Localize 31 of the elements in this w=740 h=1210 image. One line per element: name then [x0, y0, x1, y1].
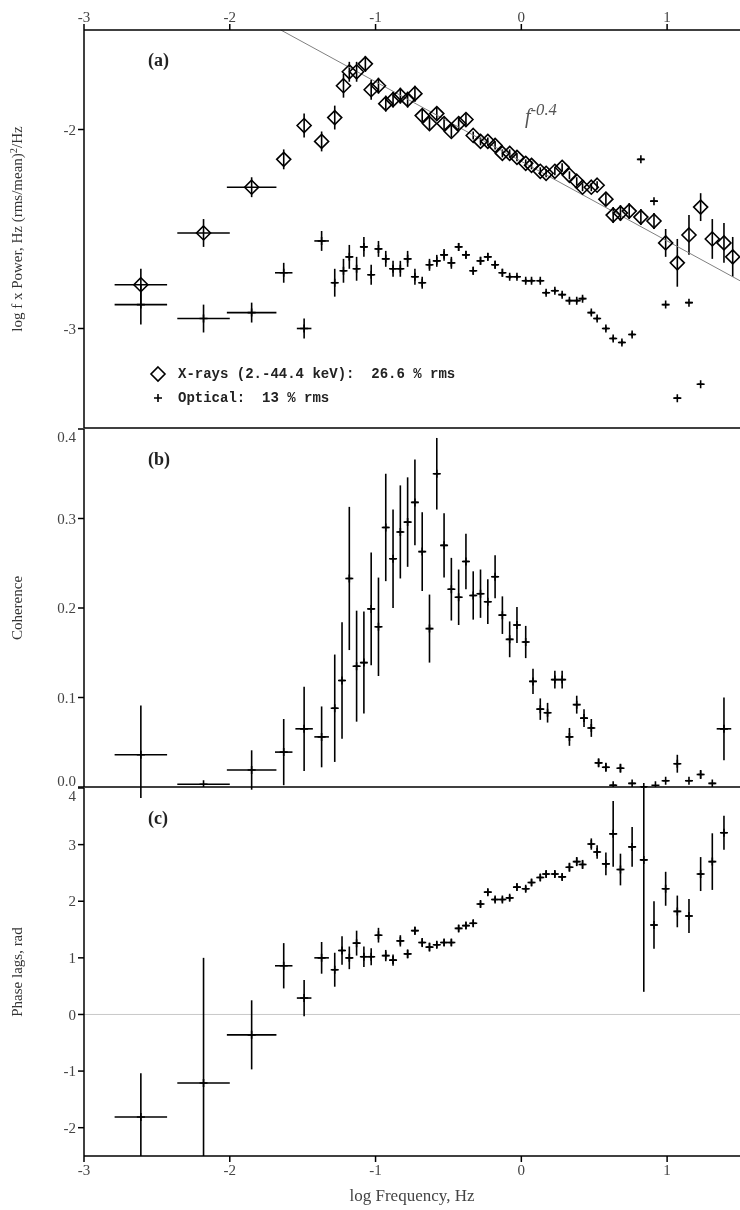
- y-tick-label: 0.0: [57, 773, 76, 790]
- annotation: f$^{-0.4}$: [525, 100, 557, 128]
- y-tick-label: 0.4: [57, 429, 77, 446]
- y-tick-label: 2: [68, 893, 76, 910]
- x-tick-label: 0: [517, 1161, 526, 1178]
- y-axis-title: Phase lags, rad: [9, 926, 25, 1017]
- y-tick-label: 3: [68, 836, 76, 853]
- x2-tick-label: 0: [517, 9, 526, 25]
- y-tick-label: -3: [63, 320, 76, 337]
- x2-tick-label: -1: [369, 9, 382, 25]
- x2-tick-label: 1: [663, 9, 671, 25]
- x2-tick-label: -2: [223, 9, 237, 25]
- y-tick-label: 0.2: [57, 600, 76, 617]
- annotation: (c): [148, 808, 168, 829]
- legend-label: X-rays (2.-44.4 keV): 26.6 % rms: [178, 366, 456, 382]
- y-tick-label: 1: [68, 950, 76, 967]
- y-tick-label: 0.1: [57, 689, 76, 706]
- legend-label: Optical: 13 % rms: [178, 390, 330, 406]
- annotation: (a): [148, 50, 169, 71]
- annotation: (b): [148, 449, 170, 470]
- y-tick-label: 0: [68, 1006, 76, 1023]
- y-tick-label: 4: [68, 788, 77, 805]
- y-tick-label: -2: [63, 121, 76, 138]
- y-tick-label: -2: [63, 1119, 76, 1136]
- y-axis-title: Coherence: [9, 575, 25, 641]
- x-tick-label: -1: [369, 1161, 382, 1178]
- y-tick-label: 0.3: [57, 510, 76, 527]
- x-tick-label: -2: [223, 1161, 237, 1178]
- x-tick-label: 1: [663, 1161, 671, 1178]
- x-axis-title: log Frequency, Hz: [349, 1186, 475, 1205]
- y-tick-label: -1: [63, 1063, 76, 1080]
